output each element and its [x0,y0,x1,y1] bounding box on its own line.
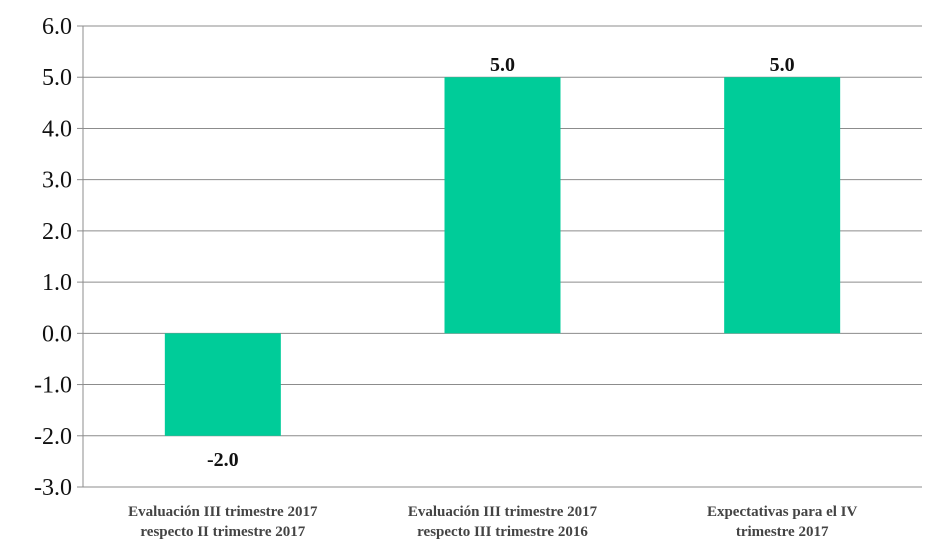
y-tick-label: 0.0 [42,321,72,347]
bars [165,77,840,436]
bar [445,77,561,333]
y-tick-label: -3.0 [34,475,72,501]
x-category-label: trimestre 2017 [736,524,829,540]
y-tick-labels: 6.0 5.0 4.0 3.0 2.0 1.0 0.0 -1.0 -2.0 -3.0 [34,14,72,501]
axes [77,26,83,487]
x-category-label: respecto III trimestre 2016 [417,524,588,540]
data-label: 5.0 [770,54,795,76]
data-label: -2.0 [207,449,239,471]
y-tick-label: 5.0 [42,65,72,91]
bar [165,333,281,435]
x-category-label: Evaluación III trimestre 2017 [128,504,318,520]
y-tick-label: 4.0 [42,116,72,142]
y-tick-label: -1.0 [34,373,72,399]
y-tick-label: 3.0 [42,168,72,194]
y-tick-label: 6.0 [42,14,72,40]
x-category-label: Evaluación III trimestre 2017 [408,504,598,520]
data-label: 5.0 [490,54,515,76]
x-category-labels: Evaluación III trimestre 2017 respecto II… [128,504,857,540]
bar [724,77,840,333]
y-tick-label: 2.0 [42,219,72,245]
x-category-label: respecto II trimestre 2017 [140,524,305,540]
x-category-label: Expectativas para el IV [707,504,858,520]
y-tick-label: -2.0 [34,424,72,450]
y-tick-label: 1.0 [42,270,72,296]
